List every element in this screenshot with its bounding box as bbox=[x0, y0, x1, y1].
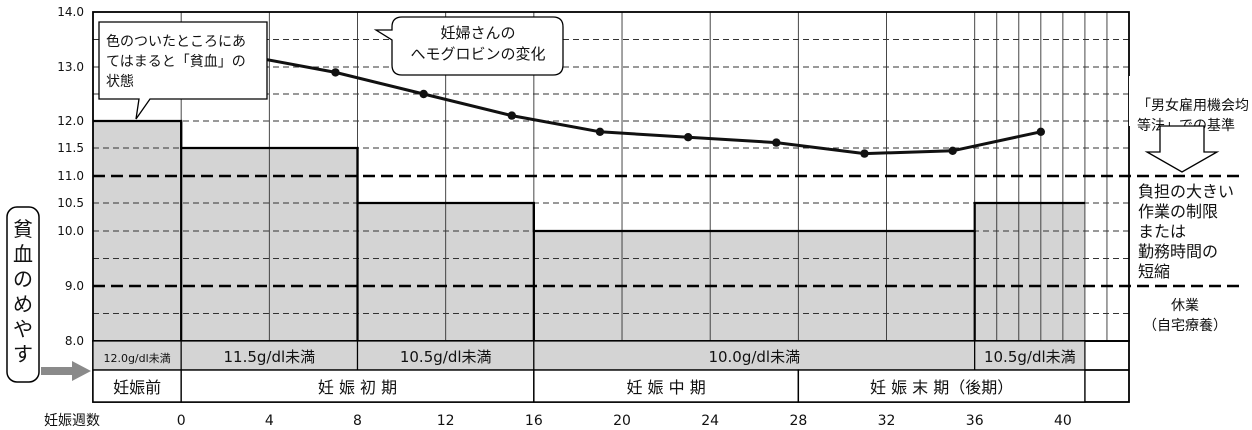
guide-label-char: め bbox=[13, 292, 33, 316]
guide-label-char: 血 bbox=[13, 242, 33, 266]
x-tick-label: 28 bbox=[789, 413, 807, 429]
guide-arrow bbox=[41, 361, 91, 381]
data-point bbox=[860, 149, 869, 158]
threshold-cell bbox=[180, 340, 359, 371]
data-point bbox=[595, 127, 605, 136]
x-tick-label: 32 bbox=[878, 413, 896, 429]
shaded-note-text: 色のついたところにあ bbox=[106, 33, 246, 50]
shaded-note-box bbox=[98, 21, 268, 120]
threshold-label: 11.5g/dl未満 bbox=[224, 348, 316, 366]
y-tick-label: 11.5 bbox=[57, 141, 84, 155]
data-point bbox=[507, 111, 517, 120]
data-point bbox=[772, 138, 781, 147]
y-tick-label: 11.0 bbox=[57, 169, 84, 183]
y-tick-label: 10.5 bbox=[57, 196, 84, 210]
shaded-note-text: 状態 bbox=[106, 74, 134, 90]
work-limit-text: または bbox=[1138, 222, 1186, 241]
y-tick-label: 8.0 bbox=[65, 334, 84, 348]
shaded-note-text: てはまると「貧血」の bbox=[106, 54, 246, 70]
pregnancy-period-row: 妊娠前 妊 娠 初 期 妊 娠 中 期 妊 娠 末 期（後期） bbox=[113, 378, 1013, 397]
line-note-text: 妊婦さんの bbox=[440, 24, 515, 42]
data-point bbox=[1036, 127, 1046, 136]
y-tick-label: 14.0 bbox=[57, 5, 84, 19]
standard-panel: 「男女雇用機会均等法」での基準負担の大きい作業の制限または勤務時間の短縮休業（自… bbox=[1129, 76, 1249, 334]
period-cell bbox=[797, 369, 1086, 403]
x-tick-label: 4 bbox=[265, 413, 274, 429]
x-tick-label: 20 bbox=[613, 413, 631, 429]
work-limit-text: 短縮 bbox=[1138, 262, 1170, 281]
data-point bbox=[331, 68, 340, 77]
rest-text: （自宅療養） bbox=[1143, 317, 1227, 334]
data-point bbox=[419, 89, 428, 99]
threshold-label: 10.0g/dl未満 bbox=[708, 348, 800, 366]
threshold-label: 10.5g/dl未満 bbox=[400, 348, 492, 366]
period-cell bbox=[533, 369, 800, 403]
x-axis-label: 妊娠週数 bbox=[44, 413, 100, 429]
standard-title-text: 「男女雇用機会均 bbox=[1137, 97, 1249, 114]
period-cell bbox=[92, 369, 182, 403]
period-label: 妊 娠 末 期（後期） bbox=[870, 378, 1013, 397]
x-tick-label: 16 bbox=[525, 413, 543, 429]
chart-frame bbox=[92, 11, 1130, 403]
threshold-cell bbox=[974, 340, 1086, 371]
data-point bbox=[683, 133, 693, 142]
guide-label-char: や bbox=[13, 317, 33, 341]
y-tick-label: 12.0 bbox=[57, 114, 84, 128]
guide-label-char: の bbox=[13, 267, 33, 291]
period-cell bbox=[180, 369, 535, 403]
anemia-region bbox=[974, 203, 1085, 341]
work-limit-text: 作業の制限 bbox=[1138, 202, 1218, 221]
x-tick-label: 8 bbox=[353, 413, 362, 429]
x-tick-label: 12 bbox=[437, 413, 455, 429]
x-tick-label: 40 bbox=[1054, 413, 1072, 429]
period-label: 妊 娠 初 期 bbox=[318, 378, 397, 397]
line-note-box bbox=[373, 16, 564, 76]
axis-tick-labels: 14.0 13.0 12.0 11.5 11.0 10.5 10.0 9.0 8.0 妊娠週数 0 4… bbox=[44, 5, 1072, 429]
guide-label-char: す bbox=[13, 342, 33, 366]
x-tick-label: 24 bbox=[701, 413, 719, 429]
period-label: 妊 娠 中 期 bbox=[626, 378, 705, 397]
period-label: 妊娠前 bbox=[113, 378, 161, 397]
guide-label-box bbox=[6, 206, 40, 383]
threshold-label: 10.5g/dl未満 bbox=[984, 348, 1076, 366]
hemoglobin-line bbox=[247, 54, 1042, 156]
line-note-text: へモグロビンの変化 bbox=[410, 45, 545, 63]
hemoglobin-series bbox=[243, 51, 1046, 158]
work-limit-text: 勤務時間の bbox=[1138, 242, 1218, 261]
x-tick-label: 36 bbox=[966, 413, 984, 429]
x-tick-label: 0 bbox=[177, 413, 186, 429]
y-tick-label: 10.0 bbox=[57, 224, 84, 238]
y-tick-label: 13.0 bbox=[57, 60, 84, 74]
rest-text: 休業 bbox=[1171, 298, 1199, 314]
threshold-labels: 12.0g/dl未満 11.5g/dl未満 10.5g/dl未満 10.0g/dl未満… bbox=[103, 348, 1075, 366]
data-point bbox=[948, 146, 957, 155]
y-tick-label: 9.0 bbox=[65, 279, 84, 293]
threshold-label: 12.0g/dl未満 bbox=[103, 352, 170, 365]
guide-label-char: 貧 bbox=[13, 217, 33, 241]
standard-title-bg bbox=[1129, 76, 1242, 126]
work-limit-text: 負担の大きい bbox=[1138, 182, 1234, 201]
standard-arrow bbox=[1144, 125, 1220, 173]
